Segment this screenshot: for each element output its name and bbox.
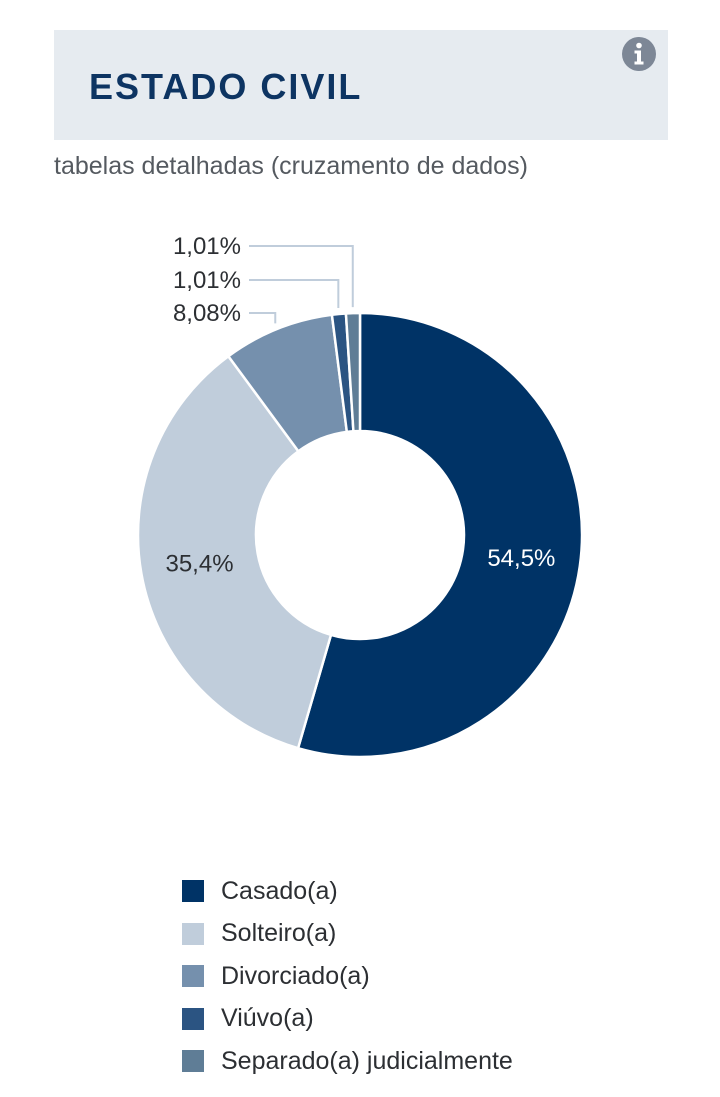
- chart-title: ESTADO CIVIL: [89, 66, 363, 107]
- legend-label: Viúvo(a): [221, 1004, 314, 1033]
- data-label-1: 35,4%: [165, 551, 233, 578]
- slice-0[interactable]: [296, 311, 584, 759]
- leader-line-3: [249, 279, 340, 309]
- data-label-3: 1,01%: [173, 267, 241, 294]
- legend-label: Solteiro(a): [221, 919, 337, 948]
- legend-label: Divorciado(a): [221, 961, 370, 990]
- legend-label: Separado(a) judicialmente: [221, 1046, 513, 1075]
- chart-header: ESTADO CIVIL: [54, 30, 668, 140]
- legend-item-1[interactable]: Solteiro(a): [182, 913, 513, 956]
- data-label-2: 8,08%: [173, 300, 241, 327]
- legend-label: Casado(a): [221, 876, 338, 905]
- slice-1[interactable]: [136, 354, 333, 750]
- legend-swatch: [182, 1007, 204, 1030]
- info-icon[interactable]: [621, 36, 657, 72]
- chart-subtitle: tabelas detalhadas (cruzamento de dados): [54, 152, 528, 180]
- leader-line-2: [249, 312, 277, 324]
- slice-4[interactable]: [344, 311, 362, 433]
- legend-swatch: [182, 965, 204, 988]
- legend-swatch: [182, 922, 204, 945]
- data-label-4: 1,01%: [173, 233, 241, 260]
- leader-line-4: [249, 245, 354, 308]
- legend-swatch: [182, 1050, 204, 1073]
- legend-item-4[interactable]: Separado(a) judicialmente: [182, 1040, 513, 1083]
- data-label-0: 54,5%: [487, 545, 555, 572]
- legend-item-3[interactable]: Viúvo(a): [182, 998, 513, 1041]
- legend-item-0[interactable]: Casado(a): [182, 870, 513, 913]
- chart-legend: Casado(a) Solteiro(a) Divorciado(a) Viúvo(a…: [182, 870, 513, 1083]
- legend-swatch: [182, 880, 204, 903]
- legend-item-2[interactable]: Divorciado(a): [182, 955, 513, 998]
- donut-chart: 54,5% 35,4% 1,01% 1,01% 8,08%: [136, 233, 584, 759]
